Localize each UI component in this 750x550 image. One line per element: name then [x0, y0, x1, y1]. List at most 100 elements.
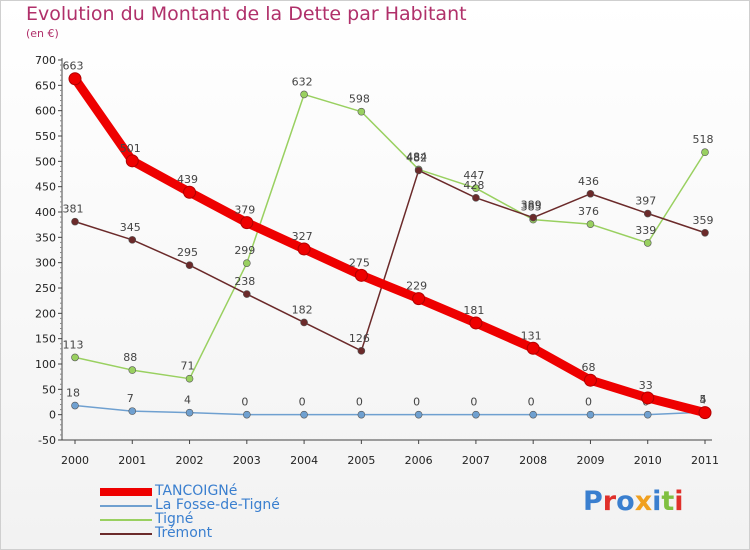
y-tick-label: 550: [35, 130, 56, 143]
data-label: 632: [292, 75, 313, 88]
chart-title: Evolution du Montant de la Dette par Hab…: [26, 3, 467, 25]
data-point: [643, 239, 652, 247]
data-label: 379: [234, 204, 255, 217]
data-label: 131: [521, 329, 542, 342]
data-label: 327: [292, 230, 313, 243]
data-label: 18: [66, 387, 80, 400]
data-point: [643, 410, 652, 419]
data-point: [526, 341, 540, 355]
data-point: [71, 217, 79, 226]
data-point: [243, 290, 251, 298]
x-tick-label: 2003: [233, 454, 261, 467]
data-label: 299: [234, 244, 255, 257]
y-tick-label: 150: [35, 333, 56, 346]
data-point: [185, 374, 194, 383]
legend-swatch: [100, 519, 152, 521]
data-label: 0: [299, 396, 306, 409]
data-label: 376: [578, 205, 599, 218]
y-tick-label: 500: [35, 155, 56, 168]
legend-swatch: [100, 533, 152, 535]
data-label: 71: [181, 360, 195, 373]
data-point: [586, 189, 595, 198]
logo-letter: t: [661, 486, 675, 517]
series-line-1: [74, 404, 706, 416]
data-label: 5: [700, 393, 707, 406]
data-point: [641, 391, 655, 405]
y-tick-label: 250: [35, 282, 56, 295]
x-tick-label: 2010: [634, 454, 662, 467]
data-label: 598: [349, 93, 370, 106]
data-label: 275: [349, 256, 370, 269]
data-point: [357, 410, 366, 419]
data-label: 0: [413, 396, 420, 409]
y-tick-label: 650: [35, 79, 56, 92]
x-tick-label: 2001: [118, 454, 146, 467]
data-point: [529, 410, 537, 419]
data-label: 0: [585, 396, 592, 409]
x-tick-label: 2011: [691, 454, 719, 467]
data-label: 518: [693, 133, 714, 146]
data-label: 7: [127, 392, 134, 405]
plot-area: [63, 56, 717, 440]
y-tick-label: 100: [35, 358, 56, 371]
data-point: [414, 166, 423, 175]
logo-letter: r: [602, 486, 617, 517]
x-tick-label: 2004: [290, 454, 318, 467]
series-line-2: [74, 93, 706, 380]
data-point: [357, 107, 366, 116]
legend-label: Tigné: [155, 511, 194, 527]
data-label: 484: [406, 150, 427, 163]
data-point: [472, 194, 480, 202]
x-tick-label: 2000: [61, 454, 89, 467]
data-label: 182: [292, 303, 313, 316]
data-label: 229: [406, 280, 427, 293]
series-line-0: [70, 74, 710, 418]
y-tick-label: 700: [35, 54, 56, 67]
data-label: 339: [635, 224, 656, 237]
data-point: [586, 220, 595, 228]
data-label: 68: [581, 361, 595, 374]
data-label: 381: [63, 203, 84, 216]
data-label: 428: [463, 179, 484, 192]
x-tick-label: 2002: [176, 454, 204, 467]
data-point: [297, 242, 311, 256]
x-tick-label: 2007: [462, 454, 490, 467]
logo-letter: x: [634, 486, 653, 517]
data-label: 447: [463, 169, 484, 182]
y-tick-label: 300: [35, 257, 56, 270]
data-point: [701, 228, 709, 237]
y-tick-label: 350: [35, 231, 56, 244]
data-label: 295: [177, 246, 198, 259]
y-tick-label: 0: [49, 409, 56, 422]
data-label: 397: [635, 195, 656, 208]
y-tick-label: 50: [42, 383, 56, 396]
data-point: [472, 410, 480, 419]
data-point: [701, 148, 709, 157]
data-label: 0: [470, 396, 477, 409]
chart-subtitle: (en €): [26, 27, 59, 40]
logo-letter: i: [674, 486, 684, 517]
data-point: [71, 401, 79, 410]
y-tick-label: 600: [35, 105, 56, 118]
data-point: [412, 292, 426, 306]
data-label: 663: [63, 60, 84, 73]
logo-letter: i: [652, 486, 662, 517]
data-point: [472, 184, 480, 192]
data-point: [300, 318, 308, 327]
x-tick-label: 2008: [519, 454, 547, 467]
data-point: [128, 236, 137, 244]
data-label: 482: [406, 151, 427, 164]
data-point: [243, 259, 251, 267]
data-point: [357, 347, 366, 355]
logo-letter: P: [583, 486, 603, 517]
data-point: [300, 90, 308, 99]
data-point: [71, 353, 79, 362]
data-label: 0: [528, 396, 535, 409]
x-tick-label: 2005: [347, 454, 375, 467]
data-label: 126: [349, 332, 370, 345]
data-label: 436: [578, 175, 599, 188]
data-point: [529, 213, 537, 222]
data-point: [125, 154, 139, 168]
y-tick-label: 450: [35, 181, 56, 194]
